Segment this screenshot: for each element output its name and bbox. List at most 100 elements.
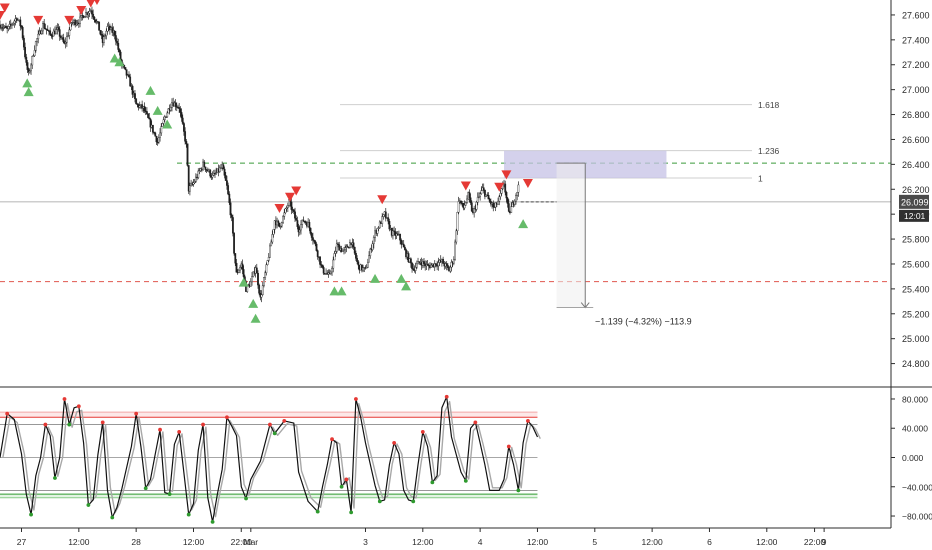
oscillator-peak-dot bbox=[177, 429, 182, 434]
candle-body bbox=[366, 261, 369, 268]
price-axis[interactable]: 24.800 25.000 25.200 25.400 25.600 25.800 26.0… bbox=[891, 10, 930, 369]
candle-body bbox=[430, 264, 433, 268]
candle-body bbox=[374, 230, 376, 238]
candle-body bbox=[68, 29, 71, 36]
time-axis-tick-label: 12:00 bbox=[641, 537, 663, 547]
buy-signal-marker bbox=[329, 286, 340, 296]
candle-body bbox=[407, 253, 410, 263]
price-axis-tick-label: 25.200 bbox=[902, 309, 930, 319]
candle-body bbox=[21, 27, 24, 39]
candle-body bbox=[153, 132, 155, 134]
sell-signal-marker bbox=[291, 186, 302, 196]
candle-body bbox=[167, 108, 170, 114]
price-axis-tick-label: 25.800 bbox=[902, 235, 930, 245]
oscillator-pane[interactable] bbox=[0, 394, 541, 524]
oscillator-peak-dot bbox=[158, 427, 162, 432]
time-axis-tick-label: 5 bbox=[592, 537, 597, 547]
oscillator-peak-dot bbox=[62, 397, 67, 401]
candle-body bbox=[251, 276, 253, 283]
candle-body bbox=[400, 240, 403, 245]
candle-body bbox=[166, 112, 169, 118]
candle-body bbox=[357, 261, 360, 266]
candle-body bbox=[381, 216, 384, 224]
candle-body bbox=[26, 62, 29, 70]
price-candles bbox=[0, 6, 520, 303]
candle-body bbox=[124, 67, 127, 70]
price-pane[interactable]: 1.618 1.236 1 −1.139 (−4.32%) −113.9 bbox=[0, 0, 891, 327]
sell-signal-marker bbox=[76, 5, 87, 15]
oscillator-peak-dot bbox=[76, 404, 81, 409]
projection-label: −1.139 (−4.32%) −113.9 bbox=[595, 317, 692, 327]
buy-signal-marker bbox=[248, 298, 259, 308]
candle-body bbox=[242, 269, 245, 277]
overbought-band bbox=[0, 412, 538, 418]
candle-body bbox=[31, 55, 34, 66]
candle-body bbox=[479, 193, 482, 197]
candle-body bbox=[186, 143, 189, 166]
candle-body bbox=[304, 221, 307, 224]
candle-body bbox=[64, 42, 67, 44]
candle-body bbox=[513, 200, 516, 205]
candle-body bbox=[114, 35, 117, 42]
candle-body bbox=[148, 117, 151, 120]
oscillator-peak-dot bbox=[225, 415, 229, 420]
candle-body bbox=[300, 224, 302, 231]
oscillator-trough-dot bbox=[430, 480, 435, 485]
candle-body bbox=[283, 212, 286, 217]
candle-body bbox=[321, 264, 324, 268]
candle-body bbox=[377, 227, 380, 229]
candle-body bbox=[116, 41, 118, 44]
candle-body bbox=[498, 196, 501, 202]
candle-body bbox=[297, 226, 300, 233]
candle-body bbox=[278, 222, 281, 228]
oscillator-peak-dot bbox=[330, 437, 334, 442]
candle-body bbox=[515, 195, 517, 202]
candle-body bbox=[437, 262, 440, 267]
fib-level-label: 1.618 bbox=[758, 100, 780, 110]
candle-body bbox=[393, 230, 396, 232]
oscillator-peak-dot bbox=[392, 440, 397, 445]
candle-body bbox=[118, 49, 121, 53]
price-axis-tick-label: 26.200 bbox=[902, 185, 930, 195]
oscillator-trough-dot bbox=[272, 431, 277, 436]
candle-body bbox=[181, 117, 184, 124]
oscillator-trough-dot bbox=[186, 512, 191, 517]
oscillator-peak-dot bbox=[100, 420, 105, 425]
candle-body bbox=[402, 243, 405, 248]
candle-body bbox=[44, 27, 47, 30]
candle-body bbox=[20, 25, 23, 28]
candle-body bbox=[36, 38, 38, 42]
candle-body bbox=[75, 23, 78, 25]
candle-body bbox=[185, 141, 188, 144]
candle-body bbox=[302, 219, 305, 222]
candle-body bbox=[414, 267, 417, 271]
candle-body bbox=[316, 250, 319, 257]
candle-body bbox=[46, 29, 49, 31]
candle-body bbox=[50, 34, 53, 36]
candle-body bbox=[282, 216, 284, 223]
candle-body bbox=[388, 221, 391, 230]
candle-body bbox=[98, 21, 101, 31]
candle-body bbox=[264, 272, 267, 278]
oscillator-axis[interactable]: 80.000 40.000 0.000 −40.000 −80.000 bbox=[891, 394, 932, 522]
candle-body bbox=[60, 36, 62, 39]
candle-body bbox=[271, 234, 274, 243]
candle-body bbox=[147, 113, 150, 118]
buy-signal-marker bbox=[401, 281, 412, 291]
candle-body bbox=[347, 247, 350, 249]
candle-body bbox=[67, 35, 69, 37]
candle-body bbox=[454, 241, 456, 260]
candle-body bbox=[189, 185, 191, 192]
candle-body bbox=[445, 263, 448, 266]
oscillator-peak-dot bbox=[526, 419, 530, 423]
oscillator-trough-dot bbox=[210, 519, 215, 524]
buy-signal-marker bbox=[162, 119, 173, 129]
oscillator-peak-dot bbox=[344, 477, 349, 482]
candle-body bbox=[482, 187, 485, 191]
candle-body bbox=[343, 249, 345, 251]
candle-body bbox=[199, 168, 202, 171]
time-axis-tick-label: 12:00 bbox=[412, 537, 434, 547]
candle-body bbox=[13, 20, 16, 24]
candle-body bbox=[239, 267, 241, 271]
